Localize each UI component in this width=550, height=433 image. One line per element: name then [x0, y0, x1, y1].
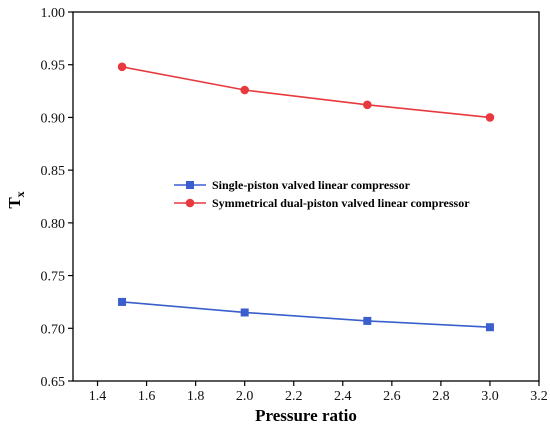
data-point	[485, 113, 495, 122]
y-tick-label: 1.00	[41, 6, 66, 21]
x-tick-label: 2.2	[285, 389, 303, 404]
x-tick-label: 1.8	[187, 389, 205, 404]
data-point	[240, 85, 249, 95]
y-tick-label: 0.90	[41, 111, 66, 126]
tick-marks	[68, 11, 540, 386]
y-tick-label: 0.65	[41, 375, 66, 390]
series-layer	[117, 62, 495, 332]
y-tick-label: 0.85	[41, 164, 66, 179]
legend-entry-2: Symmetrical dual-piston valved linear co…	[174, 196, 470, 210]
series-1	[118, 297, 494, 332]
series-2	[117, 62, 495, 122]
data-point	[485, 323, 494, 332]
y-tick-label: 0.70	[41, 322, 66, 337]
data-point	[117, 62, 127, 72]
x-tick-label: 2.4	[334, 389, 352, 404]
legend-label: Symmetrical dual-piston valved linear co…	[212, 196, 470, 210]
data-point	[118, 297, 127, 306]
y-tick-label: 0.80	[41, 217, 66, 232]
legend: Single-piston valved linear compressor Sy…	[174, 178, 470, 210]
x-tick-label: 1.4	[89, 389, 107, 404]
tick-labels: 1.4 1.6 1.8 2.0 2.2 2.4 2.6 2.8 3.0 3.2 0.65 0.70 0.…	[41, 6, 548, 404]
legend-entry-1: Single-piston valved linear compressor	[174, 178, 411, 192]
plot-frame	[72, 11, 540, 382]
legend-label: Single-piston valved linear compressor	[212, 178, 411, 192]
data-point	[240, 308, 249, 317]
axes	[72, 11, 540, 382]
data-point	[363, 316, 372, 325]
x-tick-label: 2.6	[383, 389, 401, 404]
x-tick-label: 3.2	[530, 389, 548, 404]
x-tick-label: 2.0	[236, 389, 254, 404]
y-axis-title-sub: x	[13, 191, 27, 197]
series-line	[121, 66, 491, 119]
legend-marker	[185, 198, 195, 208]
y-axis-title: Tx	[5, 191, 27, 208]
x-tick-label: 3.0	[481, 389, 499, 404]
series-line	[121, 301, 490, 329]
x-tick-label: 1.6	[138, 389, 156, 404]
y-tick-label: 0.95	[41, 59, 66, 74]
y-axis-title-main: T	[5, 197, 24, 209]
y-tick-label: 0.75	[41, 270, 66, 285]
data-point	[363, 100, 372, 110]
x-axis-title: Pressure ratio	[255, 406, 357, 425]
x-tick-label: 2.8	[432, 389, 450, 404]
legend-marker	[186, 181, 194, 189]
